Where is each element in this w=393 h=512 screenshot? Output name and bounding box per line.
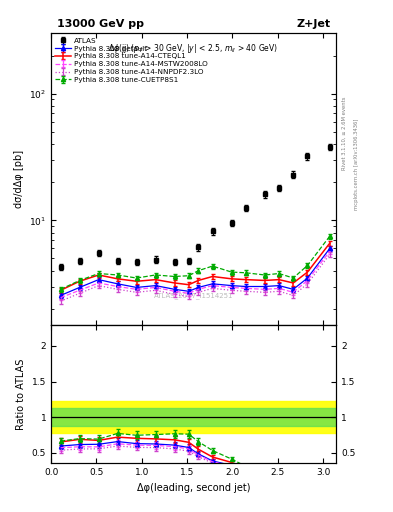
Text: 13000 GeV pp: 13000 GeV pp	[57, 19, 144, 29]
Text: Z+Jet: Z+Jet	[296, 19, 330, 29]
Text: $\Delta\phi$(jj) ($p_T$ > 30 GeV, $|y|$ < 2.5, $m_{ll}$ > 40 GeV): $\Delta\phi$(jj) ($p_T$ > 30 GeV, $|y|$ …	[108, 42, 279, 55]
Legend: ATLAS, Pythia 8.308 default, Pythia 8.308 tune-A14-CTEQL1, Pythia 8.308 tune-A14: ATLAS, Pythia 8.308 default, Pythia 8.30…	[53, 35, 210, 85]
Text: mcplots.cern.ch [arXiv:1306.3436]: mcplots.cern.ch [arXiv:1306.3436]	[354, 118, 359, 209]
Y-axis label: Ratio to ATLAS: Ratio to ATLAS	[16, 358, 26, 430]
Y-axis label: dσ/dΔφ [pb]: dσ/dΔφ [pb]	[14, 150, 24, 208]
Text: Rivet 3.1.10, ≥ 2.6M events: Rivet 3.1.10, ≥ 2.6M events	[342, 96, 347, 170]
X-axis label: Δφ(leading, second jet): Δφ(leading, second jet)	[137, 483, 250, 493]
Text: ATLAS_2017_I1514251: ATLAS_2017_I1514251	[154, 292, 233, 299]
